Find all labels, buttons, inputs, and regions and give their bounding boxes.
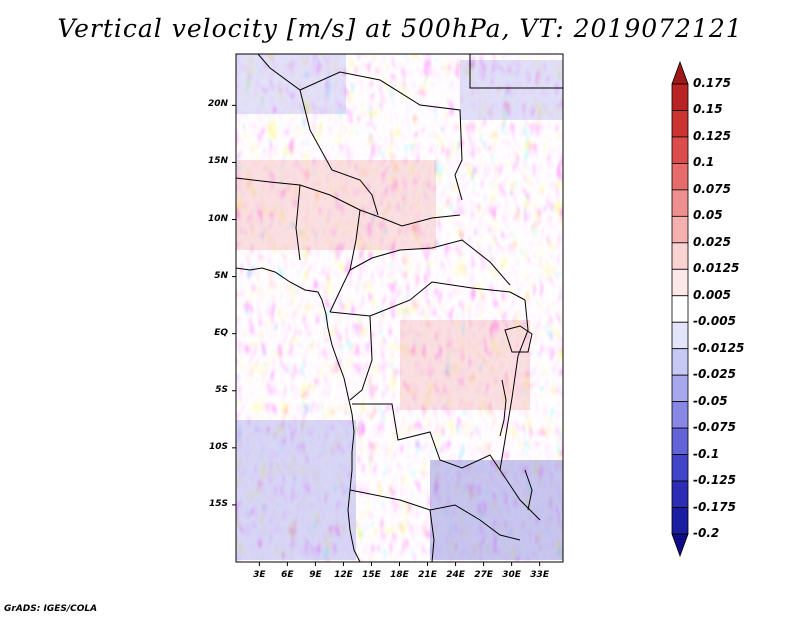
border-south-2 <box>429 509 435 562</box>
lat-label: EQ <box>214 327 228 338</box>
lake-tanganyika <box>499 379 507 437</box>
colorbar-level-label: -0.0125 <box>693 340 745 355</box>
lat-label: 5S <box>215 384 228 395</box>
colorbar-level-label: -0.005 <box>693 314 736 329</box>
colorbar-level-label: -0.075 <box>693 420 736 435</box>
map-panel <box>232 53 564 566</box>
credit-text: GrADS: IGES/COLA <box>4 604 98 614</box>
lon-label: 27E <box>474 570 493 580</box>
colorbar <box>671 60 689 558</box>
colorbar-level-label: 0.175 <box>693 76 731 90</box>
border-congo-2 <box>349 315 373 401</box>
lon-label: 9E <box>309 570 322 580</box>
colorbar-level-label: 0.0125 <box>693 261 740 276</box>
colorbar-swatch <box>671 480 689 508</box>
colorbar-swatch <box>671 110 689 138</box>
colorbar-level-label: -0.125 <box>693 473 736 488</box>
colorbar-level-label: -0.175 <box>693 499 736 514</box>
colorbar-swatch <box>671 321 689 350</box>
colorbar-min-arrow <box>671 533 689 558</box>
colorbar-swatch <box>671 454 689 482</box>
lake-victoria <box>504 325 533 353</box>
country-borders <box>236 54 563 562</box>
page-title: Vertical velocity [m/s] at 500hPa, VT: 2… <box>57 14 743 43</box>
colorbar-level-label: 0.025 <box>693 234 731 249</box>
colorbar-swatch <box>671 189 689 217</box>
colorbar-max-arrow <box>671 60 689 85</box>
lat-label: 10S <box>208 441 228 452</box>
colorbar-swatch <box>671 136 689 164</box>
border-south <box>349 489 521 541</box>
colorbar-level-label: 0.075 <box>693 181 731 196</box>
lon-label: 33E <box>530 570 549 580</box>
lon-label: 12E <box>334 570 353 580</box>
border-car <box>349 239 511 286</box>
border-north-2 <box>299 89 379 216</box>
colorbar-level-label: 0.1 <box>693 155 715 170</box>
colorbar-swatch <box>671 374 689 403</box>
colorbar-level-label: -0.025 <box>693 367 736 382</box>
lake-malawi <box>524 469 533 511</box>
colorbar-swatch <box>671 348 689 376</box>
colorbar-level-label: -0.05 <box>693 393 728 408</box>
lon-label: 15E <box>362 570 381 580</box>
colorbar-swatch <box>671 427 689 455</box>
coastline-west <box>236 267 361 562</box>
colorbar-level-label: -0.2 <box>693 526 720 540</box>
colorbar-swatch <box>671 507 689 535</box>
border-ne <box>469 54 563 89</box>
border-drc-south <box>352 403 501 471</box>
colorbar-swatch <box>671 401 689 429</box>
colorbar-level-label: 0.005 <box>693 287 731 302</box>
lat-label: 15N <box>207 156 228 167</box>
lat-label: 10N <box>207 213 228 224</box>
colorbar-swatch <box>671 242 689 270</box>
colorbar-swatch <box>671 163 689 191</box>
border-north-1 <box>257 54 463 201</box>
axis-ticks <box>232 104 541 566</box>
lat-label: 15S <box>208 498 228 509</box>
colorbar-level-label: 0.15 <box>693 102 723 117</box>
colorbar-swatch <box>671 295 689 323</box>
colorbar-level-label: 0.125 <box>693 128 731 143</box>
lat-label: 20N <box>207 99 228 110</box>
colorbar-swatch <box>671 268 689 297</box>
colorbar-swatch <box>671 83 689 111</box>
regional-tint <box>236 54 563 560</box>
colorbar-level-label: -0.1 <box>693 446 720 461</box>
lon-label: 21E <box>418 570 437 580</box>
field-texture <box>236 54 563 562</box>
colorbar-swatch <box>671 215 689 244</box>
lon-label: 3E <box>253 570 266 580</box>
lon-label: 24E <box>446 570 465 580</box>
border-east <box>499 299 541 521</box>
lat-label: 5N <box>214 270 228 281</box>
colorbar-level-label: 0.05 <box>693 208 723 223</box>
lon-label: 30E <box>502 570 521 580</box>
lon-label: 18E <box>390 570 409 580</box>
border-central-1 <box>295 184 301 261</box>
lon-label: 6E <box>281 570 294 580</box>
